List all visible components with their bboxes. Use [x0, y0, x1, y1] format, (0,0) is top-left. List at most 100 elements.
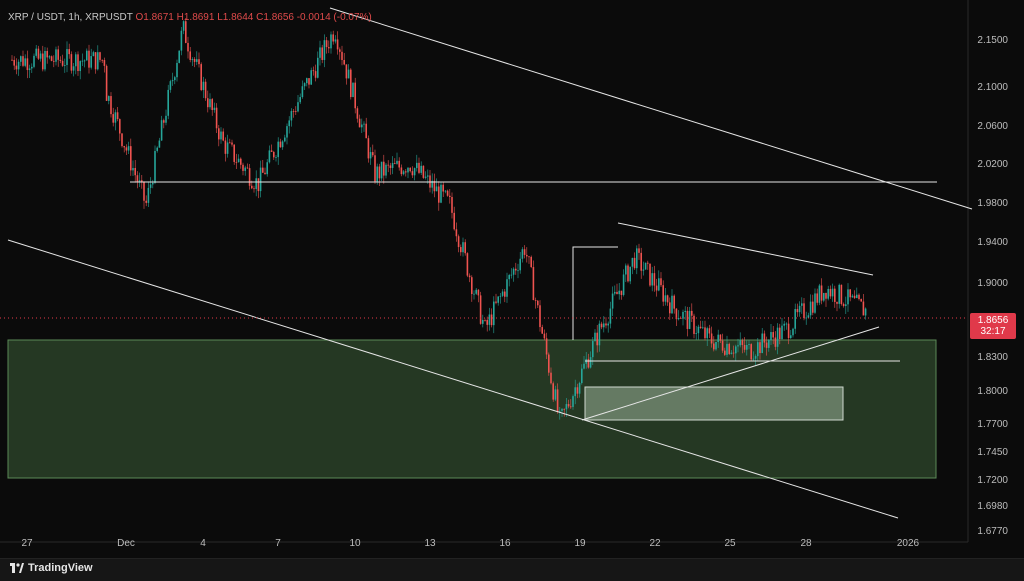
- candle-body: [202, 81, 205, 91]
- candle-body: [323, 40, 326, 60]
- candle-body: [374, 155, 376, 182]
- symbol-name[interactable]: XRP / USDT: [8, 12, 63, 23]
- candle-body: [319, 47, 321, 58]
- candle-body: [156, 147, 158, 151]
- candle-body: [851, 295, 854, 298]
- candle-body: [603, 323, 605, 328]
- candle-body: [435, 186, 438, 192]
- candle-body: [141, 180, 143, 182]
- triangle-lower-line[interactable]: [581, 326, 880, 421]
- candle-body: [70, 54, 73, 71]
- candle-body: [68, 49, 70, 55]
- candle-body: [823, 292, 825, 301]
- candle-body: [501, 291, 504, 296]
- candle-body: [653, 273, 656, 286]
- candle-body: [418, 162, 420, 173]
- candle-body: [803, 303, 805, 319]
- y-tick-label: 1.7450: [977, 447, 1008, 458]
- candle-body: [152, 182, 154, 185]
- candle-body: [343, 59, 345, 65]
- chart-canvas[interactable]: 2.1500 2.1000 2.0600 2.0200 1.9800 1.9400 1.90…: [0, 0, 1024, 558]
- candle-body: [442, 184, 444, 192]
- candle-body: [185, 21, 187, 43]
- candle-body: [259, 167, 262, 192]
- candle-body: [827, 288, 829, 299]
- candle-body: [521, 249, 524, 259]
- candle-body: [537, 300, 539, 306]
- triangle-upper-line[interactable]: [617, 222, 874, 276]
- candle-body: [424, 176, 427, 178]
- candle-body: [704, 327, 706, 339]
- candle-body: [191, 58, 194, 60]
- y-tick-label: 1.8000: [977, 386, 1008, 397]
- candle-body: [592, 341, 594, 358]
- interval-label[interactable]: 1h: [68, 12, 80, 23]
- candle-body: [11, 59, 13, 61]
- candle-body: [22, 56, 24, 66]
- candle-body: [336, 39, 339, 50]
- candle-body: [39, 53, 42, 59]
- candle-body: [13, 59, 15, 66]
- candle-body: [365, 123, 367, 139]
- candle-body: [594, 332, 596, 342]
- candle-body: [761, 333, 763, 354]
- candle-body: [765, 342, 768, 348]
- candle-body: [275, 157, 277, 158]
- candle-body: [57, 49, 59, 60]
- candle-body: [231, 142, 233, 145]
- candle-body: [114, 112, 117, 123]
- y-axis: 2.1500 2.1000 2.0600 2.0200 1.9800 1.9400 1.90…: [977, 35, 1008, 537]
- candle-body: [213, 107, 216, 111]
- candle-body: [332, 34, 334, 42]
- candle-body: [840, 284, 843, 304]
- candle-body: [620, 290, 623, 295]
- breakout-bracket[interactable]: [572, 246, 618, 340]
- candle-body: [783, 323, 785, 326]
- candle-body: [468, 275, 471, 278]
- candle-body: [578, 383, 581, 394]
- candle-body: [460, 247, 462, 253]
- candle-body: [684, 310, 686, 312]
- candle-body: [138, 180, 141, 183]
- tradingview-brand[interactable]: TradingView: [10, 562, 93, 574]
- candle-body: [576, 387, 579, 394]
- candle-body: [246, 167, 249, 169]
- candle-body: [752, 358, 755, 360]
- candle-body: [715, 341, 717, 350]
- x-tick-label: 4: [200, 538, 206, 549]
- candle-body: [862, 301, 865, 316]
- candle-body: [763, 333, 766, 343]
- candle-body: [605, 323, 607, 326]
- candle-body: [132, 168, 134, 171]
- lower-trendline[interactable]: [7, 239, 899, 519]
- candle-body: [512, 268, 515, 275]
- candle-body: [48, 56, 51, 58]
- inner-box-zone[interactable]: [584, 386, 844, 421]
- exchange-label: XRPUSDT: [85, 12, 133, 23]
- tradingview-logo-icon: [10, 563, 24, 574]
- candle-body: [449, 195, 451, 197]
- candle-body: [644, 262, 647, 270]
- candle-body: [550, 372, 552, 384]
- candle-body: [363, 123, 365, 125]
- candle-body: [90, 56, 92, 68]
- candle-body: [169, 81, 172, 90]
- candle-body: [165, 115, 167, 123]
- candle-body: [398, 160, 400, 168]
- candle-body: [281, 141, 284, 148]
- candle-body: [609, 308, 612, 324]
- candle-body: [864, 308, 867, 316]
- candle-body: [618, 290, 620, 295]
- candle-body: [207, 98, 209, 108]
- y-tick-label: 1.7700: [977, 419, 1008, 430]
- candle-body: [24, 58, 26, 66]
- upper-trendline[interactable]: [329, 7, 973, 210]
- candle-body: [240, 158, 242, 165]
- candle-body: [818, 285, 821, 303]
- candle-body: [847, 289, 849, 305]
- candle-body: [451, 196, 453, 213]
- candle-body: [350, 69, 352, 98]
- candle-body: [622, 274, 625, 295]
- candle-body: [407, 167, 409, 173]
- candle-body: [46, 50, 48, 58]
